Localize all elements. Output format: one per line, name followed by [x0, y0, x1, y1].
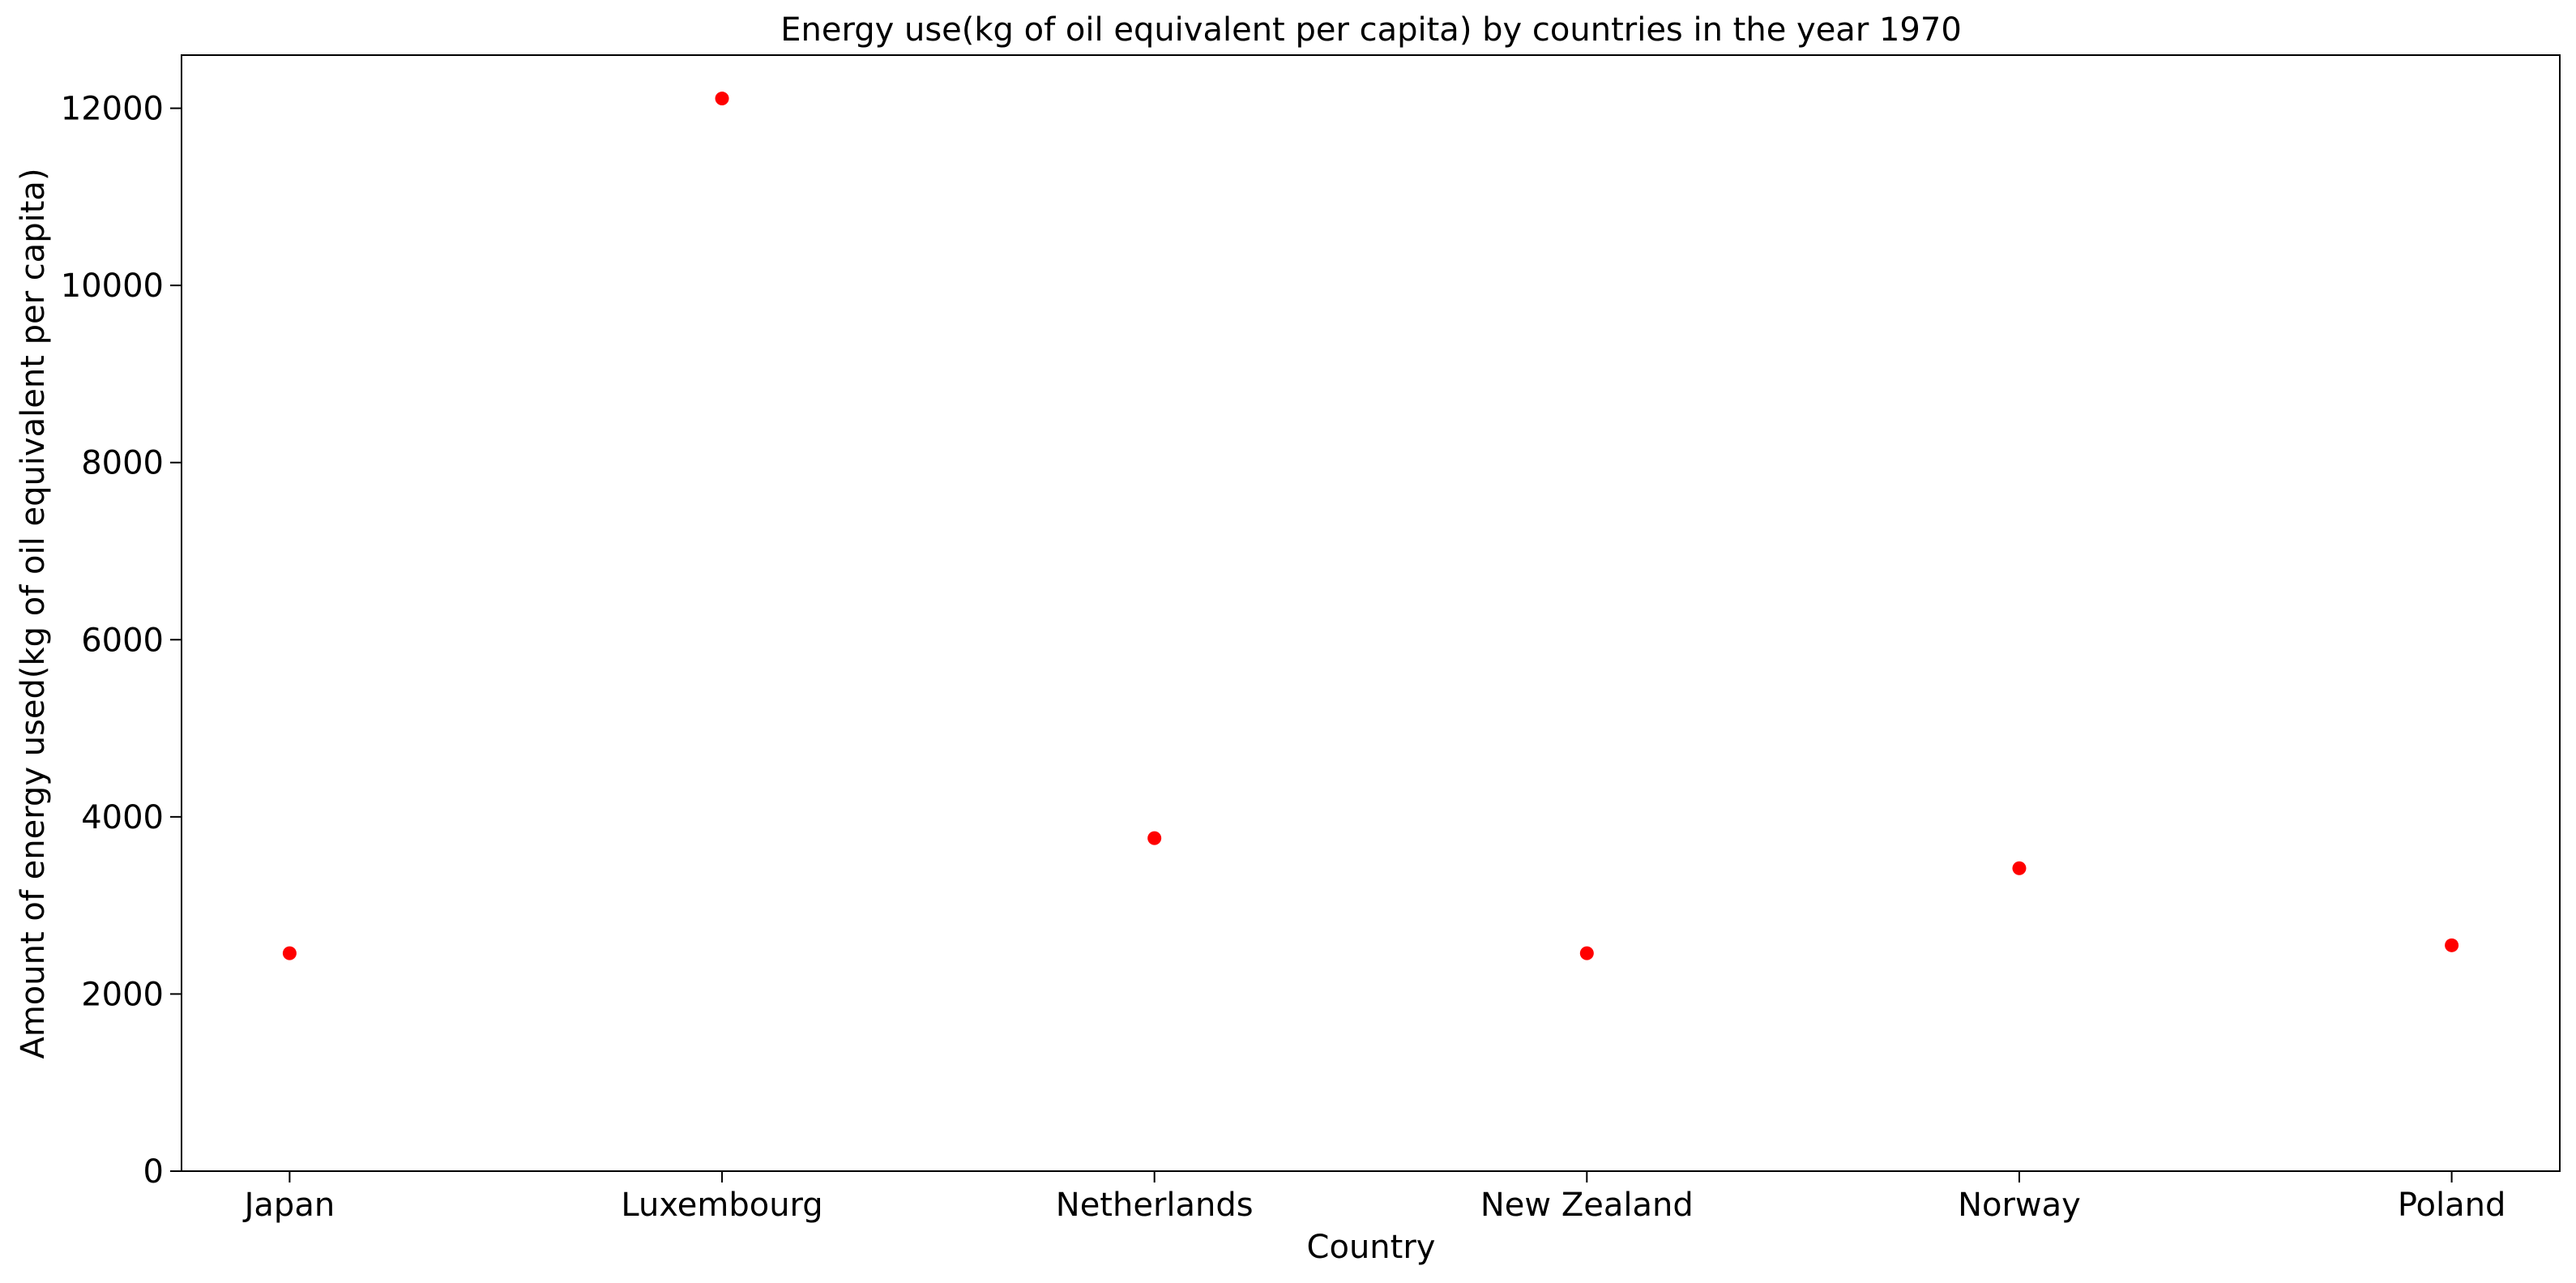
data-points	[282, 92, 2459, 960]
y-tick-label: 10000	[61, 267, 164, 305]
chart-title: Energy use(kg of oil equivalent per capi…	[780, 11, 1962, 49]
y-tick-label: 12000	[61, 91, 164, 128]
x-tick-label: Norway	[1958, 1187, 2081, 1224]
x-tick-label: Poland	[2398, 1187, 2506, 1224]
x-tick-label: Japan	[242, 1187, 335, 1224]
data-point	[2012, 861, 2027, 875]
x-tick-label: Netherlands	[1056, 1187, 1254, 1224]
y-axis-ticks: 0 2000 4000 6000 8000 10000 12000	[61, 91, 182, 1191]
data-point	[2445, 938, 2459, 952]
x-axis-label: Country	[1307, 1229, 1436, 1266]
y-tick-label: 4000	[81, 799, 164, 836]
y-axis-label: Amount of energy used(kg of oil equivale…	[15, 168, 52, 1058]
y-tick-label: 0	[143, 1153, 164, 1191]
y-tick-label: 6000	[81, 622, 164, 659]
x-tick-label: Luxembourg	[621, 1187, 822, 1224]
x-tick-label: New Zealand	[1480, 1187, 1694, 1224]
data-point	[1147, 831, 1162, 845]
data-point	[1579, 946, 1594, 960]
y-tick-label: 8000	[81, 445, 164, 482]
plot-frame	[181, 54, 2561, 1172]
y-tick-label: 2000	[81, 976, 164, 1013]
data-point	[715, 92, 729, 106]
x-axis-ticks: Japan Luxembourg Netherlands New Zealand Nor…	[242, 1171, 2506, 1224]
data-point	[282, 946, 297, 960]
